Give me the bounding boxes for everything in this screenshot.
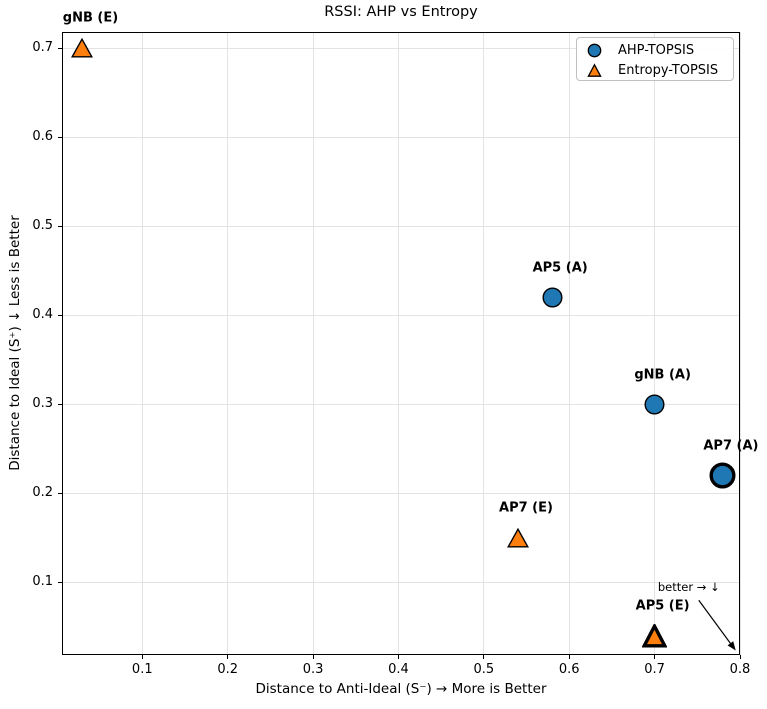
x-tick-label: 0.5 (473, 662, 495, 677)
y-tick-label: 0.5 (32, 217, 53, 233)
data-point-ap7-e (506, 527, 529, 548)
gridline-horizontal (62, 47, 740, 49)
gridline-vertical (312, 32, 314, 655)
y-tick-label: 0.4 (32, 306, 53, 322)
data-point-gnb-a (644, 394, 665, 415)
legend-label-entropy-topsis: Entropy-TOPSIS (618, 62, 719, 78)
gridline-horizontal (62, 493, 740, 495)
data-point-label-gnb-a: gNB (A) (634, 367, 691, 383)
x-tick-mark (141, 655, 143, 659)
gridline-horizontal (62, 314, 740, 316)
y-tick-mark (58, 136, 62, 138)
x-tick-label: 0.4 (388, 662, 409, 677)
gridline-vertical (654, 32, 656, 655)
y-tick-label: 0.1 (32, 574, 53, 590)
y-tick-label: 0.2 (32, 485, 53, 501)
x-tick-mark (483, 655, 485, 659)
x-tick-mark (739, 655, 741, 659)
data-point-gnb-e (71, 37, 94, 58)
x-axis-label: Distance to Anti-Ideal (S⁻) → More is Be… (255, 681, 547, 697)
data-point-ap5-e (641, 622, 668, 648)
gridline-vertical (739, 32, 741, 655)
legend-triangle-marker-icon (587, 62, 602, 77)
y-tick-label: 0.7 (32, 39, 53, 55)
legend: AHP-TOPSIS Entropy-TOPSIS (576, 37, 734, 81)
x-tick-mark (312, 655, 314, 659)
data-point-ap7-a (709, 462, 736, 489)
x-tick-label: 0.1 (131, 662, 153, 677)
gridline-vertical (568, 32, 570, 655)
y-tick-label: 0.6 (32, 128, 53, 144)
x-tick-label: 0.3 (302, 662, 324, 677)
data-point-label-ap7-e: AP7 (E) (499, 500, 553, 516)
gridline-horizontal (62, 582, 740, 584)
y-tick-mark (58, 582, 62, 584)
x-tick-mark (397, 655, 399, 659)
x-tick-mark (654, 655, 656, 659)
y-tick-mark (58, 493, 62, 495)
x-tick-mark (227, 655, 229, 659)
gridline-vertical (141, 32, 143, 655)
gridline-vertical (227, 32, 229, 655)
y-tick-mark (58, 225, 62, 227)
legend-item-ahp-topsis: AHP-TOPSIS (587, 40, 733, 60)
legend-circle-marker-icon (587, 43, 602, 57)
chart-title: RSSI: AHP vs Entropy (324, 4, 478, 20)
data-point-label-ap5-e: AP5 (E) (635, 598, 690, 614)
y-tick-label: 0.3 (32, 396, 53, 412)
y-tick-mark (58, 47, 62, 49)
data-point-label-ap5-a: AP5 (A) (532, 260, 588, 276)
better-direction-annotation: better → ↓ (657, 580, 720, 595)
legend-item-entropy-topsis: Entropy-TOPSIS (587, 60, 733, 80)
gridline-horizontal (62, 136, 740, 138)
data-point-label-ap7-a: AP7 (A) (703, 438, 759, 454)
y-tick-mark (58, 404, 62, 406)
x-tick-label: 0.6 (558, 662, 580, 677)
legend-label-ahp-topsis: AHP-TOPSIS (618, 42, 695, 58)
x-tick-label: 0.7 (644, 662, 665, 677)
data-point-ap5-a (542, 287, 563, 308)
gridline-horizontal (62, 225, 740, 227)
gridline-vertical (397, 32, 399, 655)
x-tick-mark (568, 655, 570, 659)
x-tick-label: 0.2 (217, 662, 238, 677)
data-point-label-gnb-e: gNB (E) (62, 10, 119, 26)
x-tick-label: 0.8 (729, 662, 751, 677)
y-tick-mark (58, 314, 62, 316)
gridline-vertical (483, 32, 485, 655)
gridline-horizontal (62, 404, 740, 406)
